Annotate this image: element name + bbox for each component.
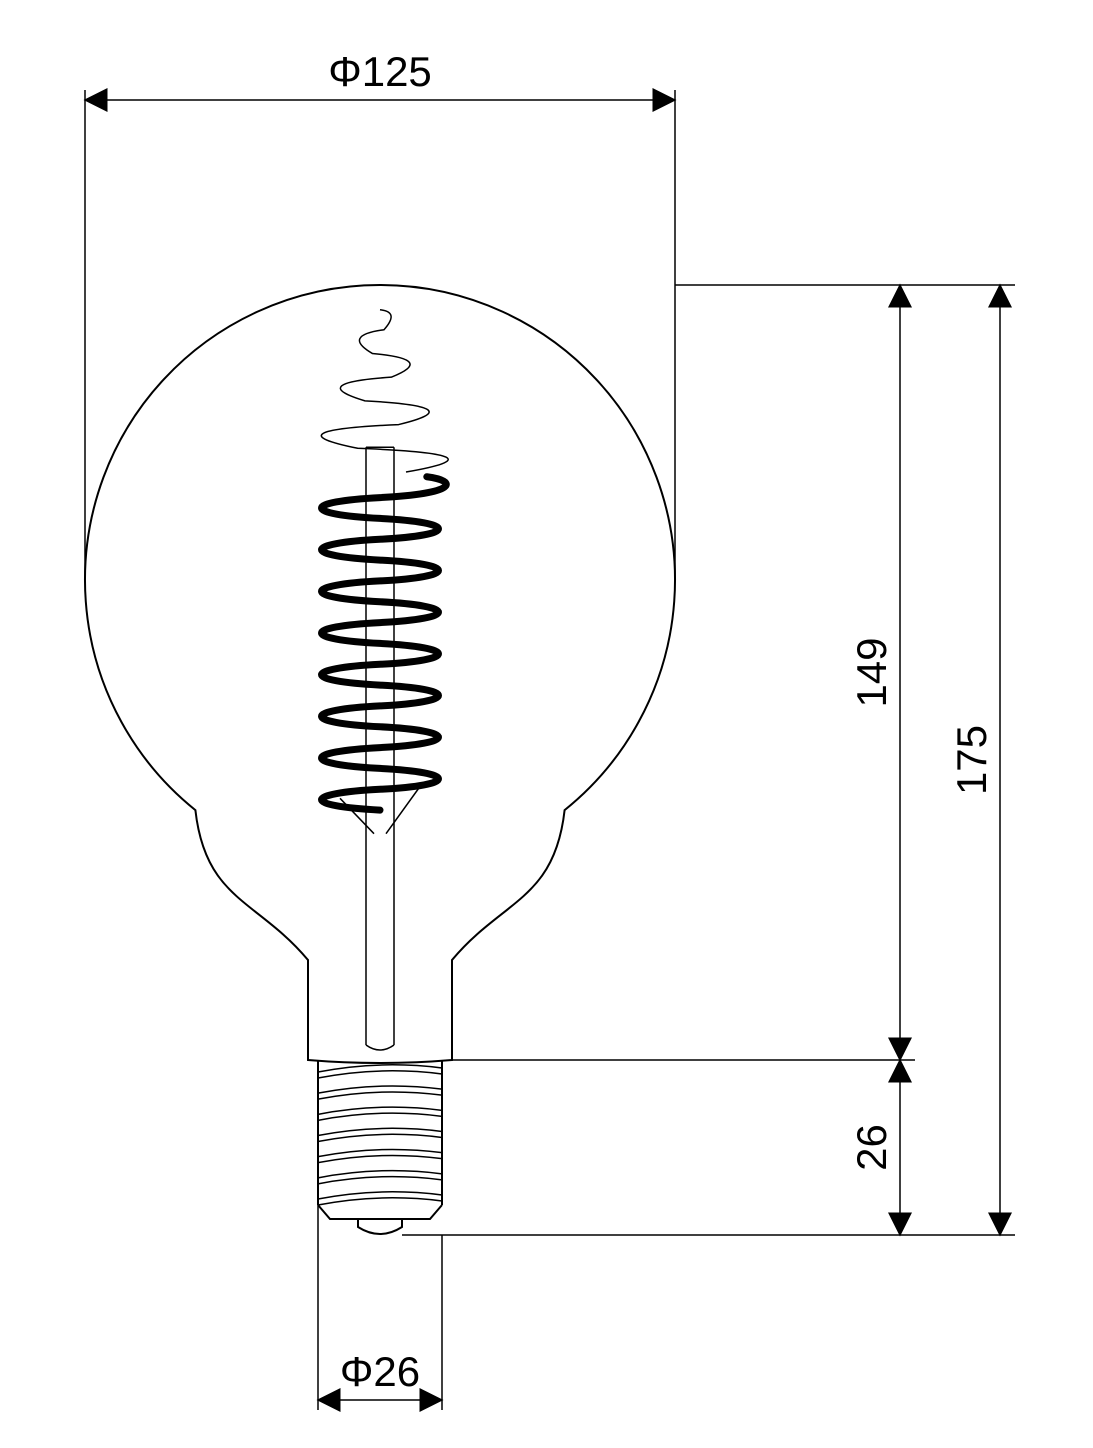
background [0, 0, 1093, 1448]
dim-glass-height-label: 149 [848, 637, 895, 707]
dim-total-height-label: 175 [948, 725, 995, 795]
dim-bulb-diameter-label: Φ125 [328, 48, 432, 95]
dim-base-height-label: 26 [848, 1124, 895, 1171]
dim-base-diameter-label: Φ26 [340, 1348, 420, 1395]
